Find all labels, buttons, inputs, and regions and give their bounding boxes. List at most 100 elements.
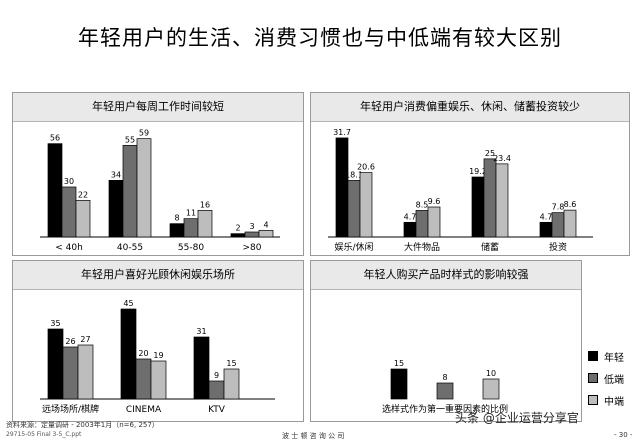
panel-style: 年轻人购买产品时样式的影响较强 15 8 10 选样式作为第一重要因素的比例 (310, 260, 582, 422)
data-label: 27 (80, 335, 90, 344)
bar-0 (403, 221, 417, 238)
legend-label: 中端 (604, 396, 624, 408)
bar-2 (359, 172, 373, 238)
file-id: 29715-05 Final 3-5_C.ppt (6, 431, 82, 438)
legend-swatch (588, 351, 598, 361)
data-label: 15 (226, 359, 236, 368)
category-label: CINEMA (126, 405, 162, 415)
panel-title: 年轻人购买产品时样式的影响较强 (311, 261, 581, 290)
panel-title: 年轻用户每周工作时间较短 (13, 93, 303, 122)
data-label: 55 (125, 135, 135, 144)
chart-spending: 31.7 18.120.6 娱乐/休闲 4.7 8.5 9.6 大件物品 19.2 2523.4… (328, 128, 593, 253)
legend-swatch (588, 395, 598, 405)
data-label: 25 (485, 149, 495, 158)
bar-0 (230, 233, 246, 238)
chart-leisure: 35 26 27 远场场所/棋牌 45 20 19 CINEMA 31 9 15 KTV (40, 299, 275, 415)
data-label: 10 (486, 369, 496, 378)
bar-0 (169, 223, 185, 238)
data-label: 4.7 (404, 212, 417, 221)
legend: 年轻 低端 中端 (588, 345, 640, 411)
legend-swatch (588, 373, 598, 383)
data-label: 9.6 (428, 197, 441, 206)
source-note: 资料来源：定量调研 - 2003年1月（n=6, 257） (6, 421, 159, 429)
bar-0 (47, 328, 64, 400)
category-label: 大件物品 (404, 241, 440, 253)
data-label: 9 (214, 371, 219, 380)
bar-0 (471, 176, 485, 238)
bar-1 (244, 231, 260, 238)
data-label: 56 (50, 134, 60, 143)
data-label: 7.8 (552, 203, 565, 212)
chart-style: 15 8 10 选样式作为第一重要因素的比例 (382, 359, 508, 415)
panel-spending: 年轻用户消费偏重娱乐、休闲、储蓄投资较少 31.7 18.1 20.6 娱乐/休闲 4.… (310, 92, 630, 256)
data-label: 8 (174, 214, 179, 223)
bar-1 (122, 144, 138, 238)
page-title: 年轻用户的生活、消费习惯也与中低端有较大区别 (78, 26, 562, 50)
category-label: >80 (243, 243, 262, 253)
bar-1 (135, 358, 152, 400)
bar-1 (551, 212, 565, 238)
bar-0 (120, 308, 137, 400)
bar-2 (77, 344, 94, 400)
category-label: 40-55 (117, 243, 143, 253)
data-label: 19.2 (469, 167, 487, 176)
legend-item: 中端 (588, 389, 640, 411)
legend-label: 低端 (604, 374, 624, 386)
bar-1 (483, 158, 497, 238)
data-label: 20.6 (357, 163, 375, 172)
data-label: 3 (249, 222, 254, 231)
data-label: 4 (263, 220, 268, 229)
data-label: 4.7 (540, 212, 553, 221)
bar-0 (108, 179, 124, 238)
data-label: 34 (111, 170, 121, 179)
bar-2 (197, 209, 213, 238)
category-label: 远场场所/棋牌 (42, 403, 99, 415)
page-number: - 30 - (614, 431, 633, 439)
category-label: 选样式作为第一重要因素的比例 (382, 403, 508, 415)
bar-2 (258, 229, 274, 238)
watermark-text: 头条 @企业运营分享官 (455, 411, 579, 425)
bar-0 (539, 221, 553, 238)
category-label: 娱乐/休闲 (334, 241, 373, 253)
data-label: 11 (186, 209, 196, 218)
panel-title: 年轻用户喜好光顾休闲娱乐场所 (13, 261, 303, 290)
bar-1 (208, 380, 225, 400)
bar-1 (347, 180, 361, 238)
bar-1 (183, 218, 199, 238)
data-label: 2 (235, 224, 240, 233)
bar-1 (415, 210, 429, 238)
data-label: 8 (442, 373, 447, 382)
data-label: 30 (64, 177, 74, 186)
category-label: 投资 (549, 241, 567, 253)
bar-1 (61, 186, 77, 238)
bar-2 (482, 378, 500, 400)
bar-2 (563, 209, 577, 238)
data-label: 18.1 (345, 170, 363, 179)
bar-0 (193, 336, 210, 400)
panel-leisure: 年轻用户喜好光顾休闲娱乐场所 35 26 27 远场场所/棋牌 45 20 19 CINEMA… (12, 260, 304, 422)
panel-title: 年轻用户消费偏重娱乐、休闲、储蓄投资较少 (311, 93, 629, 122)
bar-2 (75, 199, 91, 238)
bar-0 (47, 143, 63, 238)
data-label: 35 (50, 319, 60, 328)
data-label: 15 (394, 359, 404, 368)
legend-item: 年轻 (588, 345, 640, 367)
category-label: 储蓄 (481, 241, 499, 253)
data-label: 19 (153, 351, 163, 360)
data-label: 23.4 (493, 154, 511, 163)
bar-1 (62, 346, 79, 400)
data-label: 16 (200, 200, 210, 209)
data-label: 20 (138, 349, 148, 358)
data-label: 8.5 (416, 200, 429, 209)
data-label: 59 (139, 129, 149, 138)
bar-0 (390, 368, 408, 400)
data-label: 8.6 (564, 200, 577, 209)
legend-item: 低端 (588, 367, 640, 389)
category-label: < 40h (55, 243, 83, 253)
bar-2 (150, 360, 167, 400)
bar-2 (223, 368, 240, 400)
bar-1 (436, 382, 454, 400)
bar-2 (495, 163, 509, 238)
bar-2 (136, 138, 152, 238)
